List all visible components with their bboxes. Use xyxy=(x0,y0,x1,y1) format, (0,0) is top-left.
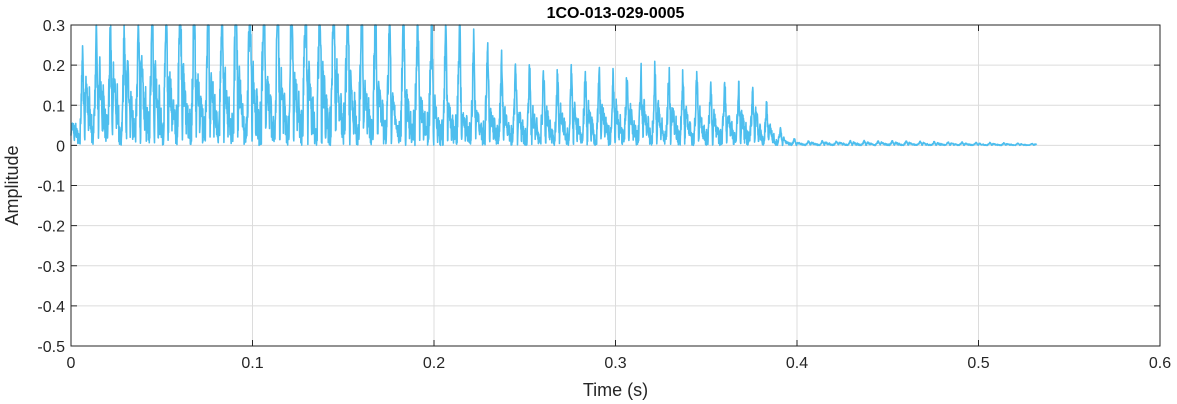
x-axis-label: Time (s) xyxy=(583,380,648,400)
y-tick-label: 0.3 xyxy=(43,18,65,35)
y-tick-label: -0.4 xyxy=(37,299,65,316)
axis-ticks xyxy=(70,24,1161,347)
chart-title: 1CO-013-029-0005 xyxy=(547,5,685,22)
tick-labels: 0 0.1 0.2 0.3 0.4 0.5 0.6 -0.5 -0.4 -0.3 -0.2 -0.1 0… xyxy=(37,18,1171,372)
x-tick-label: 0.5 xyxy=(967,355,989,372)
y-tick-label: 0.1 xyxy=(43,98,65,115)
series-line-amplitude xyxy=(70,24,1038,147)
x-tick-label: 0.2 xyxy=(423,355,445,372)
x-tick-label: 0 xyxy=(67,355,76,372)
x-tick-label: 0.1 xyxy=(241,355,263,372)
y-tick-label: 0.2 xyxy=(43,58,65,75)
y-tick-label: -0.3 xyxy=(37,259,65,276)
x-tick-label: 0.4 xyxy=(786,355,808,372)
x-tick-label: 0.6 xyxy=(1149,355,1171,372)
y-axis-label: Amplitude xyxy=(2,145,22,225)
y-tick-label: -0.5 xyxy=(37,339,65,356)
y-tick-label: -0.2 xyxy=(37,219,65,236)
y-tick-label: -0.1 xyxy=(37,179,65,196)
x-tick-label: 0.3 xyxy=(604,355,626,372)
plot-area xyxy=(70,24,1038,147)
y-tick-label: 0 xyxy=(56,138,65,155)
